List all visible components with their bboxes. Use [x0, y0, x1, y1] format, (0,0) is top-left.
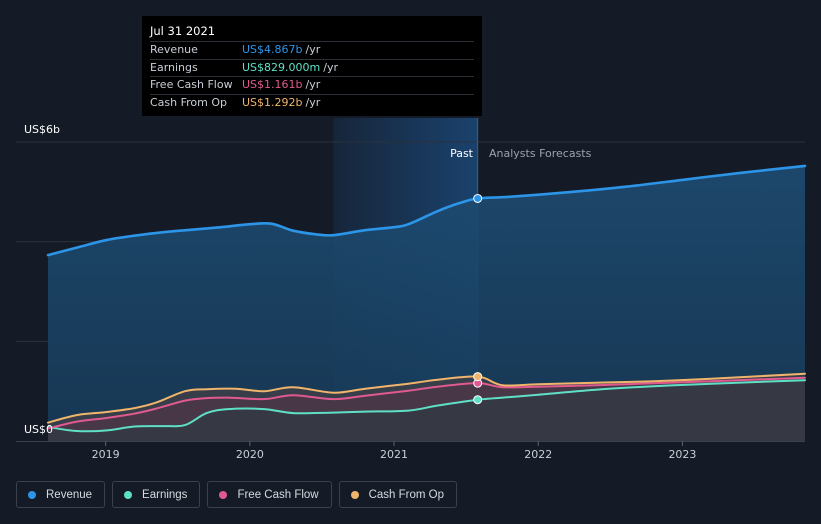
legend-item-cash-from-op[interactable]: Cash From Op — [338, 481, 458, 508]
x-tick-label: 2021 — [380, 448, 408, 461]
past-label: Past — [450, 147, 474, 160]
tooltip: Jul 31 2021 Revenue US$4.867b /yr Earnin… — [142, 16, 482, 116]
tooltip-row-cash-from-op: Cash From Op US$1.292b /yr — [150, 95, 474, 112]
tooltip-label: Free Cash Flow — [150, 78, 233, 91]
tooltip-unit: /yr — [323, 60, 338, 74]
x-tick-label: 2022 — [524, 448, 552, 461]
legend: Revenue Earnings Free Cash Flow Cash Fro… — [16, 481, 458, 508]
earnings-area — [48, 380, 805, 441]
legend-label: Cash From Op — [368, 488, 445, 501]
legend-label: Earnings — [142, 488, 188, 501]
revenue-marker — [473, 193, 483, 203]
y-axis-top-label: US$6b — [24, 123, 60, 136]
legend-item-revenue[interactable]: Revenue — [16, 481, 106, 508]
tooltip-label: Cash From Op — [150, 95, 228, 109]
cash-from-op-line — [47, 372, 806, 424]
x-tick-label: 2023 — [668, 448, 696, 461]
x-tick-label: 2020 — [236, 448, 264, 461]
y-axis-bottom-label: US$0 — [24, 423, 53, 436]
tooltip-value: US$1.161b — [242, 78, 303, 91]
legend-item-earnings[interactable]: Earnings — [112, 481, 201, 508]
legend-dot-icon — [219, 490, 228, 499]
tooltip-date: Jul 31 2021 — [150, 22, 474, 42]
tooltip-value: US$829.000m — [242, 60, 321, 74]
cash-from-op-marker — [473, 372, 483, 382]
revenue-area — [48, 165, 805, 441]
tooltip-value: US$4.867b — [242, 43, 303, 56]
tooltip-unit: /yr — [305, 78, 321, 91]
legend-dot-icon — [28, 490, 36, 499]
revenue-line — [46, 164, 807, 257]
tooltip-unit: /yr — [305, 43, 321, 56]
legend-dot-icon — [124, 490, 133, 499]
legend-label: Free Cash Flow — [237, 488, 319, 501]
earnings-marker — [473, 395, 483, 405]
legend-dot-icon — [350, 490, 359, 499]
tooltip-unit: /yr — [305, 95, 321, 109]
tooltip-label: Revenue — [150, 43, 198, 56]
tooltip-label: Earnings — [150, 60, 198, 74]
forecast-label: Analysts Forecasts — [489, 147, 592, 160]
tooltip-value: US$1.292b — [242, 95, 303, 109]
tooltip-row-revenue: Revenue US$4.867b /yr — [150, 42, 474, 60]
tooltip-row-earnings: Earnings US$829.000m /yr — [150, 60, 474, 77]
tooltip-row-free-cash-flow: Free Cash Flow US$1.161b /yr — [150, 77, 474, 95]
x-tick-label: 2019 — [92, 448, 120, 461]
earnings-line — [47, 379, 806, 433]
legend-label: Revenue — [46, 488, 93, 501]
free-cash-flow-line — [47, 376, 806, 430]
legend-item-free-cash-flow[interactable]: Free Cash Flow — [207, 481, 332, 508]
